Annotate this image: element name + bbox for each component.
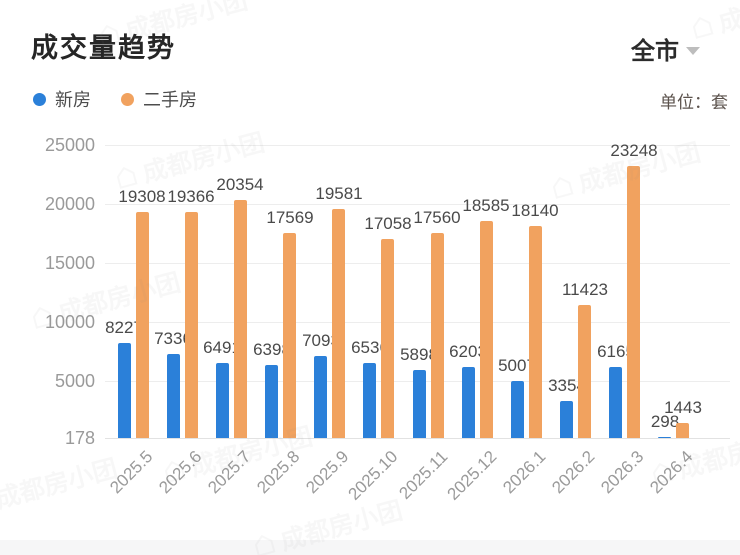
bar-value-label: 17569	[266, 208, 314, 227]
y-axis-label: 178	[64, 428, 95, 448]
bar-secondhand-homes[interactable]	[431, 232, 444, 438]
legend-item-secondhand-homes[interactable]: 二手房	[121, 86, 197, 112]
bar-new-homes[interactable]	[118, 342, 131, 438]
unit-label: 单位：套	[660, 93, 728, 112]
bar-new-homes[interactable]	[658, 436, 671, 438]
bar-value-label: 19308	[118, 187, 166, 206]
gridline	[105, 204, 730, 205]
bar-secondhand-homes[interactable]	[283, 232, 296, 438]
bar-secondhand-homes[interactable]	[627, 165, 640, 438]
bar-new-homes[interactable]	[265, 364, 278, 438]
bar-value-label: 11423	[561, 280, 608, 299]
bar-value-label: 6203	[449, 342, 487, 361]
bar-value-label: 18140	[511, 201, 559, 220]
bar-value-label: 7336	[154, 329, 192, 348]
bar-secondhand-homes[interactable]	[676, 423, 689, 438]
legend-label-new-homes: 新房	[55, 90, 91, 110]
y-axis-label: 15000	[44, 253, 95, 273]
bar-secondhand-homes[interactable]	[480, 220, 493, 438]
bar-new-homes[interactable]	[314, 356, 327, 438]
y-axis-label: 20000	[44, 194, 95, 214]
gridline	[105, 145, 730, 146]
bar-secondhand-homes[interactable]	[234, 199, 247, 438]
legend-item-new-homes[interactable]: 新房	[33, 86, 91, 112]
new-homes-dot-icon	[33, 92, 46, 106]
chart-legend: 新房 二手房	[33, 86, 197, 112]
bar-new-homes[interactable]	[413, 370, 426, 438]
bar-new-homes[interactable]	[363, 362, 376, 438]
bar-value-label: 6165	[597, 342, 635, 361]
bar-value-label: 1443	[664, 398, 702, 417]
bar-secondhand-homes[interactable]	[136, 212, 149, 438]
bar-value-label: 19366	[167, 187, 215, 206]
bar-new-homes[interactable]	[216, 363, 229, 438]
bar-new-homes[interactable]	[609, 367, 622, 438]
bar-secondhand-homes[interactable]	[185, 211, 198, 438]
legend-label-secondhand-homes: 二手房	[143, 90, 197, 110]
bar-secondhand-homes[interactable]	[332, 208, 345, 438]
y-axis-label: 25000	[44, 135, 95, 155]
gridline	[105, 263, 730, 264]
bar-value-label: 6398	[253, 340, 291, 359]
bar-new-homes[interactable]	[462, 366, 475, 438]
y-axis-label: 10000	[44, 312, 95, 332]
bar-secondhand-homes[interactable]	[578, 305, 591, 438]
bar-value-label: 8227	[105, 318, 143, 337]
bar-value-label: 3354	[548, 376, 586, 395]
bar-value-label: 18585	[462, 196, 510, 215]
secondhand-homes-dot-icon	[121, 92, 134, 106]
bar-value-label: 6491	[203, 338, 241, 357]
bar-value-label: 20354	[216, 175, 264, 194]
gridline	[105, 322, 730, 323]
bar-new-homes[interactable]	[167, 353, 180, 438]
bar-new-homes[interactable]	[511, 380, 524, 438]
bar-value-label: 17560	[413, 208, 461, 227]
region-selector-label: 全市	[631, 38, 679, 65]
gridline	[105, 438, 730, 439]
bar-secondhand-homes[interactable]	[529, 225, 542, 438]
bar-new-homes[interactable]	[560, 400, 573, 438]
bar-value-label: 298	[650, 412, 680, 431]
bar-value-label: 5898	[400, 345, 438, 364]
bar-value-label: 23248	[610, 141, 658, 160]
chevron-down-icon	[686, 46, 700, 55]
bar-value-label: 6536	[351, 338, 389, 357]
page-title: 成交量趋势	[31, 33, 176, 63]
bar-value-label: 7093	[302, 331, 340, 350]
bar-value-label: 17058	[364, 214, 412, 233]
bar-value-label: 19581	[315, 184, 363, 203]
bar-value-label: 5007	[498, 356, 536, 375]
y-axis-label: 5000	[54, 371, 95, 391]
bottom-strip	[0, 540, 740, 555]
region-selector[interactable]: 全市	[631, 31, 700, 66]
bar-secondhand-homes[interactable]	[381, 238, 394, 438]
